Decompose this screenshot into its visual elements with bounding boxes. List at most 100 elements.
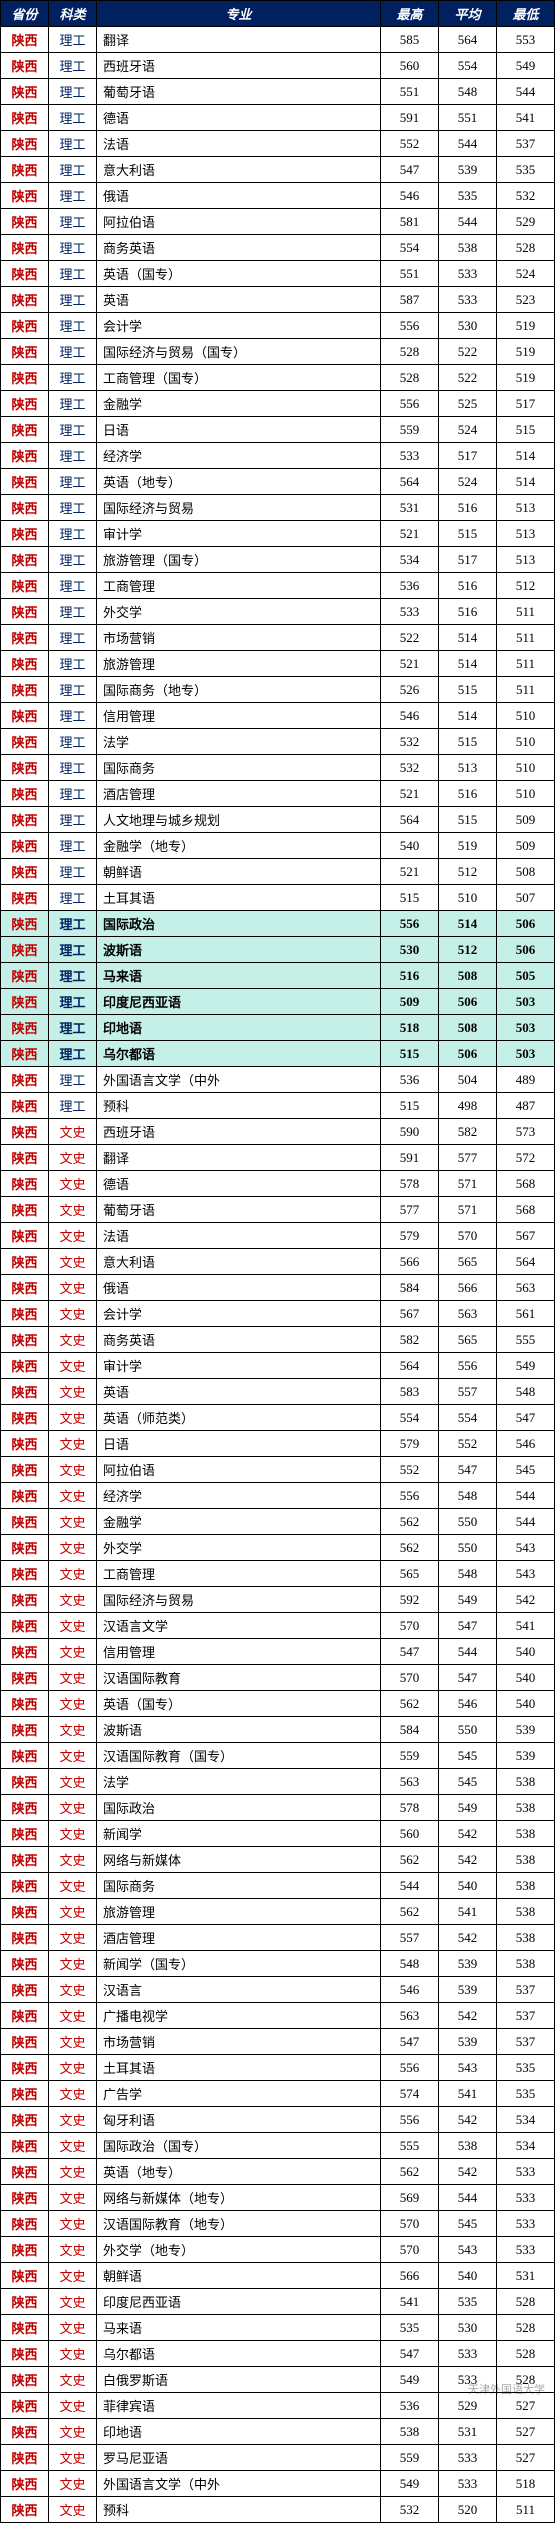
cell-province: 陕西	[1, 131, 49, 157]
cell-province: 陕西	[1, 183, 49, 209]
cell-avg: 519	[439, 833, 497, 859]
table-row: 陕西理工意大利语547539535	[1, 157, 555, 183]
cell-category: 理工	[49, 703, 97, 729]
cell-max: 521	[381, 781, 439, 807]
cell-avg: 548	[439, 79, 497, 105]
cell-major: 汉语国际教育（国专）	[97, 1743, 381, 1769]
table-row: 陕西理工旅游管理（国专）534517513	[1, 547, 555, 573]
cell-avg: 547	[439, 1613, 497, 1639]
table-row: 陕西文史外交学（地专）570543533	[1, 2237, 555, 2263]
cell-category: 文史	[49, 1743, 97, 1769]
table-row: 陕西文史外交学562550543	[1, 1535, 555, 1561]
cell-major: 波斯语	[97, 937, 381, 963]
table-row: 陕西文史汉语国际教育570547540	[1, 1665, 555, 1691]
cell-province: 陕西	[1, 1093, 49, 1119]
cell-max: 562	[381, 1899, 439, 1925]
cell-max: 532	[381, 729, 439, 755]
table-row: 陕西文史白俄罗斯语549533528	[1, 2367, 555, 2393]
table-row: 陕西文史朝鲜语566540531	[1, 2263, 555, 2289]
cell-max: 556	[381, 391, 439, 417]
cell-avg: 541	[439, 2081, 497, 2107]
cell-min: 508	[497, 859, 555, 885]
table-row: 陕西文史日语579552546	[1, 1431, 555, 1457]
cell-major: 葡萄牙语	[97, 1197, 381, 1223]
cell-min: 533	[497, 2185, 555, 2211]
cell-major: 汉语国际教育	[97, 1665, 381, 1691]
cell-province: 陕西	[1, 1561, 49, 1587]
cell-category: 文史	[49, 1353, 97, 1379]
cell-province: 陕西	[1, 859, 49, 885]
cell-province: 陕西	[1, 1119, 49, 1145]
cell-category: 理工	[49, 1093, 97, 1119]
cell-avg: 514	[439, 703, 497, 729]
table-row: 陕西理工日语559524515	[1, 417, 555, 443]
cell-category: 理工	[49, 963, 97, 989]
cell-max: 516	[381, 963, 439, 989]
cell-major: 信用管理	[97, 703, 381, 729]
cell-province: 陕西	[1, 2393, 49, 2419]
cell-province: 陕西	[1, 1873, 49, 1899]
cell-max: 547	[381, 1639, 439, 1665]
cell-province: 陕西	[1, 2367, 49, 2393]
cell-avg: 533	[439, 2445, 497, 2471]
cell-category: 文史	[49, 1509, 97, 1535]
cell-avg: 547	[439, 1665, 497, 1691]
cell-major: 意大利语	[97, 157, 381, 183]
cell-max: 551	[381, 79, 439, 105]
cell-max: 541	[381, 2289, 439, 2315]
cell-category: 文史	[49, 2055, 97, 2081]
cell-province: 陕西	[1, 469, 49, 495]
table-row: 陕西理工法语552544537	[1, 131, 555, 157]
cell-min: 538	[497, 1795, 555, 1821]
cell-major: 会计学	[97, 313, 381, 339]
cell-max: 583	[381, 1379, 439, 1405]
cell-max: 544	[381, 1873, 439, 1899]
cell-province: 陕西	[1, 1977, 49, 2003]
cell-min: 531	[497, 2263, 555, 2289]
cell-min: 548	[497, 1379, 555, 1405]
cell-province: 陕西	[1, 339, 49, 365]
cell-min: 511	[497, 625, 555, 651]
table-row: 陕西理工外国语言文学（中外536504489	[1, 1067, 555, 1093]
cell-category: 文史	[49, 2367, 97, 2393]
cell-avg: 514	[439, 625, 497, 651]
table-row: 陕西文史市场营销547539537	[1, 2029, 555, 2055]
cell-avg: 539	[439, 1951, 497, 1977]
cell-max: 562	[381, 1509, 439, 1535]
table-row: 陕西文史印地语538531527	[1, 2419, 555, 2445]
cell-category: 文史	[49, 1587, 97, 1613]
cell-min: 537	[497, 2003, 555, 2029]
cell-max: 554	[381, 1405, 439, 1431]
cell-avg: 508	[439, 1015, 497, 1041]
cell-min: 506	[497, 937, 555, 963]
cell-province: 陕西	[1, 2055, 49, 2081]
cell-category: 文史	[49, 2315, 97, 2341]
cell-category: 文史	[49, 1873, 97, 1899]
table-row: 陕西文史罗马尼亚语559533527	[1, 2445, 555, 2471]
cell-avg: 544	[439, 131, 497, 157]
cell-max: 546	[381, 703, 439, 729]
cell-major: 信用管理	[97, 1639, 381, 1665]
table-row: 陕西文史网络与新媒体（地专）569544533	[1, 2185, 555, 2211]
cell-major: 旅游管理	[97, 1899, 381, 1925]
cell-category: 理工	[49, 651, 97, 677]
cell-avg: 544	[439, 1639, 497, 1665]
cell-max: 522	[381, 625, 439, 651]
cell-max: 562	[381, 1691, 439, 1717]
cell-max: 555	[381, 2133, 439, 2159]
cell-avg: 522	[439, 365, 497, 391]
cell-category: 理工	[49, 183, 97, 209]
cell-avg: 533	[439, 2471, 497, 2497]
cell-province: 陕西	[1, 729, 49, 755]
cell-min: 572	[497, 1145, 555, 1171]
cell-category: 文史	[49, 2289, 97, 2315]
cell-major: 预科	[97, 2497, 381, 2523]
cell-major: 阿拉伯语	[97, 1457, 381, 1483]
cell-avg: 554	[439, 1405, 497, 1431]
cell-avg: 542	[439, 2003, 497, 2029]
cell-province: 陕西	[1, 1067, 49, 1093]
cell-min: 538	[497, 1873, 555, 1899]
cell-min: 573	[497, 1119, 555, 1145]
cell-min: 563	[497, 1275, 555, 1301]
cell-min: 528	[497, 2289, 555, 2315]
